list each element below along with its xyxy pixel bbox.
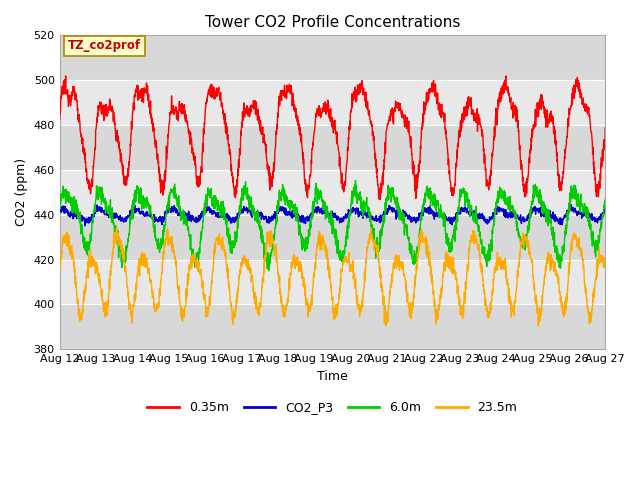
Text: TZ_co2prof: TZ_co2prof: [68, 39, 141, 52]
Bar: [60, 170, 605, 215]
X-axis label: Time: Time: [317, 370, 348, 383]
Title: Tower CO2 Profile Concentrations: Tower CO2 Profile Concentrations: [205, 15, 460, 30]
Bar: [60, 125, 605, 170]
Bar: [60, 80, 605, 125]
Y-axis label: CO2 (ppm): CO2 (ppm): [15, 158, 28, 227]
Bar: [60, 260, 605, 304]
Legend: 0.35m, CO2_P3, 6.0m, 23.5m: 0.35m, CO2_P3, 6.0m, 23.5m: [143, 396, 522, 420]
Bar: [60, 36, 605, 80]
Bar: [60, 215, 605, 260]
Bar: [60, 304, 605, 349]
